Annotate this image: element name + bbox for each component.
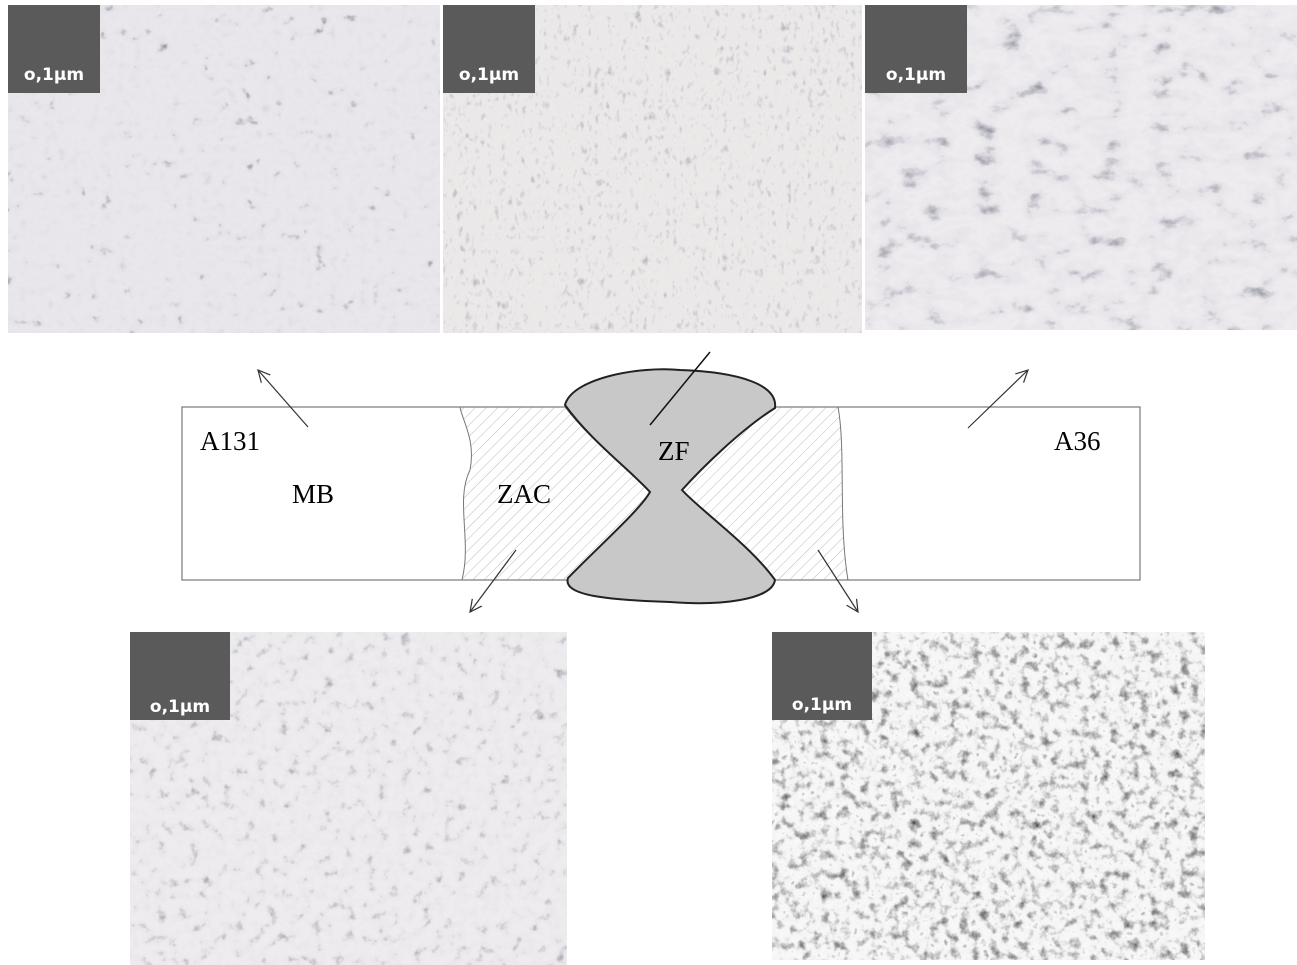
- scale-label: o,1μm: [150, 697, 210, 717]
- label: MB: [292, 479, 334, 509]
- scale-box: o,1μm: [772, 632, 872, 720]
- page: o,1μm o,1μm o,1μm o,1μm o,1μm A131 MB ZA…: [0, 0, 1297, 965]
- label: A131: [200, 426, 260, 456]
- scale-box: o,1μm: [443, 5, 535, 93]
- label: ZF: [658, 436, 690, 466]
- label: A36: [1054, 426, 1101, 456]
- scale-label: o,1μm: [459, 65, 519, 85]
- label: ZAC: [497, 479, 551, 509]
- scale-label: o,1μm: [24, 65, 84, 85]
- scale-label: o,1μm: [792, 695, 852, 715]
- scale-label: o,1μm: [886, 65, 946, 85]
- scale-box: o,1μm: [130, 632, 230, 720]
- scale-box: o,1μm: [8, 5, 100, 93]
- scale-box: o,1μm: [865, 5, 967, 93]
